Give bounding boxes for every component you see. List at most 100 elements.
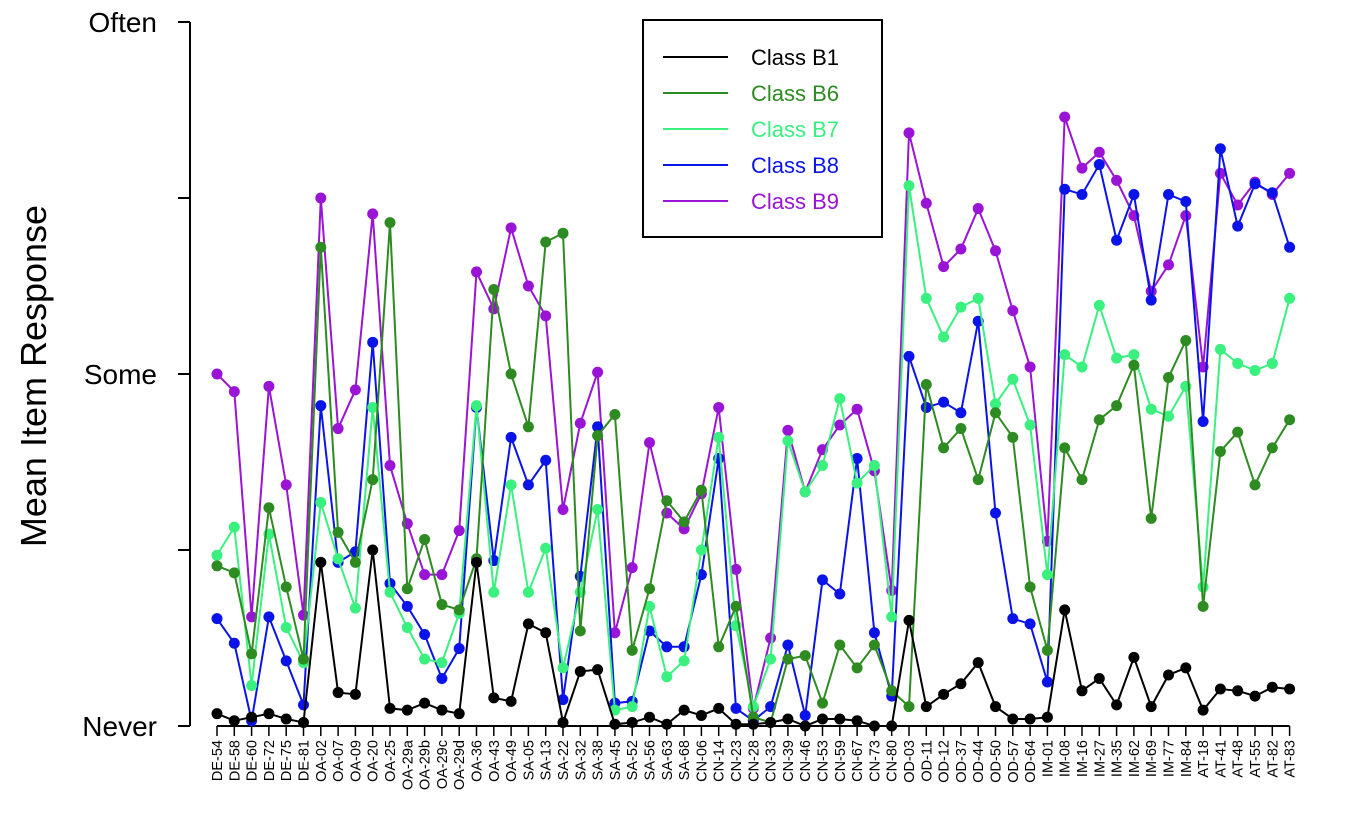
data-point — [678, 641, 690, 653]
data-point — [920, 197, 932, 209]
x-tick-label: SA-68 — [677, 740, 693, 780]
x-axis: DE-54 DE-58 DE-60 DE-72 DE-75 DE-81 OA-02 OA-07… — [210, 725, 1299, 790]
x-tick-label: DE-60 — [245, 740, 261, 781]
data-point — [626, 701, 638, 713]
data-point — [505, 368, 517, 380]
data-point — [834, 639, 846, 651]
data-point — [920, 292, 932, 304]
data-point — [1214, 343, 1226, 355]
data-point — [1041, 676, 1053, 688]
data-point — [817, 697, 828, 709]
data-point — [1284, 414, 1296, 426]
data-point — [453, 643, 465, 655]
data-point — [1024, 361, 1036, 373]
data-point — [990, 407, 1001, 419]
x-tick-label: OD-57 — [1006, 740, 1022, 783]
x-tick-label: IM-35 — [1110, 740, 1126, 777]
data-point — [367, 474, 379, 486]
legend: Class B1 Class B6 Class B7 Class B8 Class B9 — [642, 19, 883, 238]
x-tick-label: OA-49 — [504, 740, 520, 782]
data-point — [765, 653, 777, 665]
series-class-b7 — [211, 180, 1296, 716]
data-point — [644, 437, 655, 449]
series-class-b6 — [211, 217, 1296, 728]
data-point — [557, 694, 569, 706]
data-point — [315, 192, 327, 204]
data-point — [903, 127, 915, 139]
data-point — [280, 713, 292, 725]
x-tick-label: OA-07 — [331, 740, 347, 782]
data-point — [592, 421, 604, 433]
data-point — [938, 442, 950, 454]
data-point — [1128, 349, 1140, 361]
data-point — [1111, 352, 1123, 364]
data-point — [471, 266, 482, 278]
data-point — [678, 655, 690, 667]
data-point — [1041, 711, 1053, 723]
data-point — [1007, 713, 1019, 725]
data-point — [1249, 178, 1261, 190]
data-point — [938, 261, 950, 273]
data-point — [540, 454, 552, 466]
data-point — [868, 627, 880, 639]
data-point — [453, 525, 465, 537]
x-tick-label: DE-81 — [297, 740, 313, 781]
data-point — [938, 688, 950, 700]
data-point — [1197, 600, 1209, 612]
data-point — [920, 701, 932, 713]
data-point — [972, 292, 984, 304]
data-point — [1145, 403, 1157, 415]
data-point — [1197, 416, 1209, 428]
data-point — [1197, 704, 1209, 716]
data-point — [349, 688, 361, 700]
data-point — [868, 720, 880, 732]
data-point — [1093, 146, 1105, 158]
data-point — [401, 600, 413, 612]
data-point — [730, 600, 742, 612]
data-point — [990, 507, 1001, 519]
data-point — [1076, 162, 1088, 174]
series-layer — [211, 111, 1296, 732]
x-tick-label: OD-12 — [937, 740, 953, 783]
x-tick-label: DE-58 — [227, 740, 243, 781]
data-point — [453, 604, 465, 616]
data-point — [834, 419, 846, 431]
data-point — [505, 222, 517, 234]
x-tick-label: DE-54 — [210, 740, 226, 781]
y-tick-label: Some — [84, 359, 157, 390]
data-point — [315, 241, 327, 253]
data-point — [695, 709, 707, 721]
data-point — [540, 236, 552, 248]
data-point — [1214, 143, 1226, 155]
data-point — [436, 672, 448, 684]
data-point — [747, 718, 759, 730]
x-tick-label: OA-25 — [383, 740, 399, 782]
data-point — [246, 711, 258, 723]
series-line — [216, 185, 1291, 712]
data-point — [730, 563, 742, 575]
data-point — [626, 644, 638, 656]
data-point — [419, 533, 431, 545]
x-tick-label: OA-29b — [418, 740, 434, 790]
data-point — [401, 704, 413, 716]
x-tick-label: OD-11 — [919, 740, 935, 782]
data-point — [298, 699, 309, 711]
y-axis-label: Mean Item Response — [13, 205, 54, 547]
data-point — [228, 521, 240, 533]
data-point — [211, 368, 223, 380]
data-point — [1180, 196, 1192, 208]
x-tick-label: AT-83 — [1283, 740, 1299, 778]
x-tick-label: CN-59 — [833, 740, 849, 782]
data-point — [540, 310, 552, 322]
data-point — [1163, 259, 1174, 271]
data-point — [713, 431, 725, 443]
data-point — [1093, 299, 1105, 311]
series-class-b1 — [211, 544, 1296, 732]
data-point — [972, 474, 984, 486]
data-point — [609, 408, 621, 420]
data-point — [1007, 613, 1019, 625]
data-point — [1059, 442, 1071, 454]
data-point — [1249, 364, 1261, 376]
data-point — [851, 403, 863, 415]
x-tick-label: AT-55 — [1248, 740, 1264, 778]
